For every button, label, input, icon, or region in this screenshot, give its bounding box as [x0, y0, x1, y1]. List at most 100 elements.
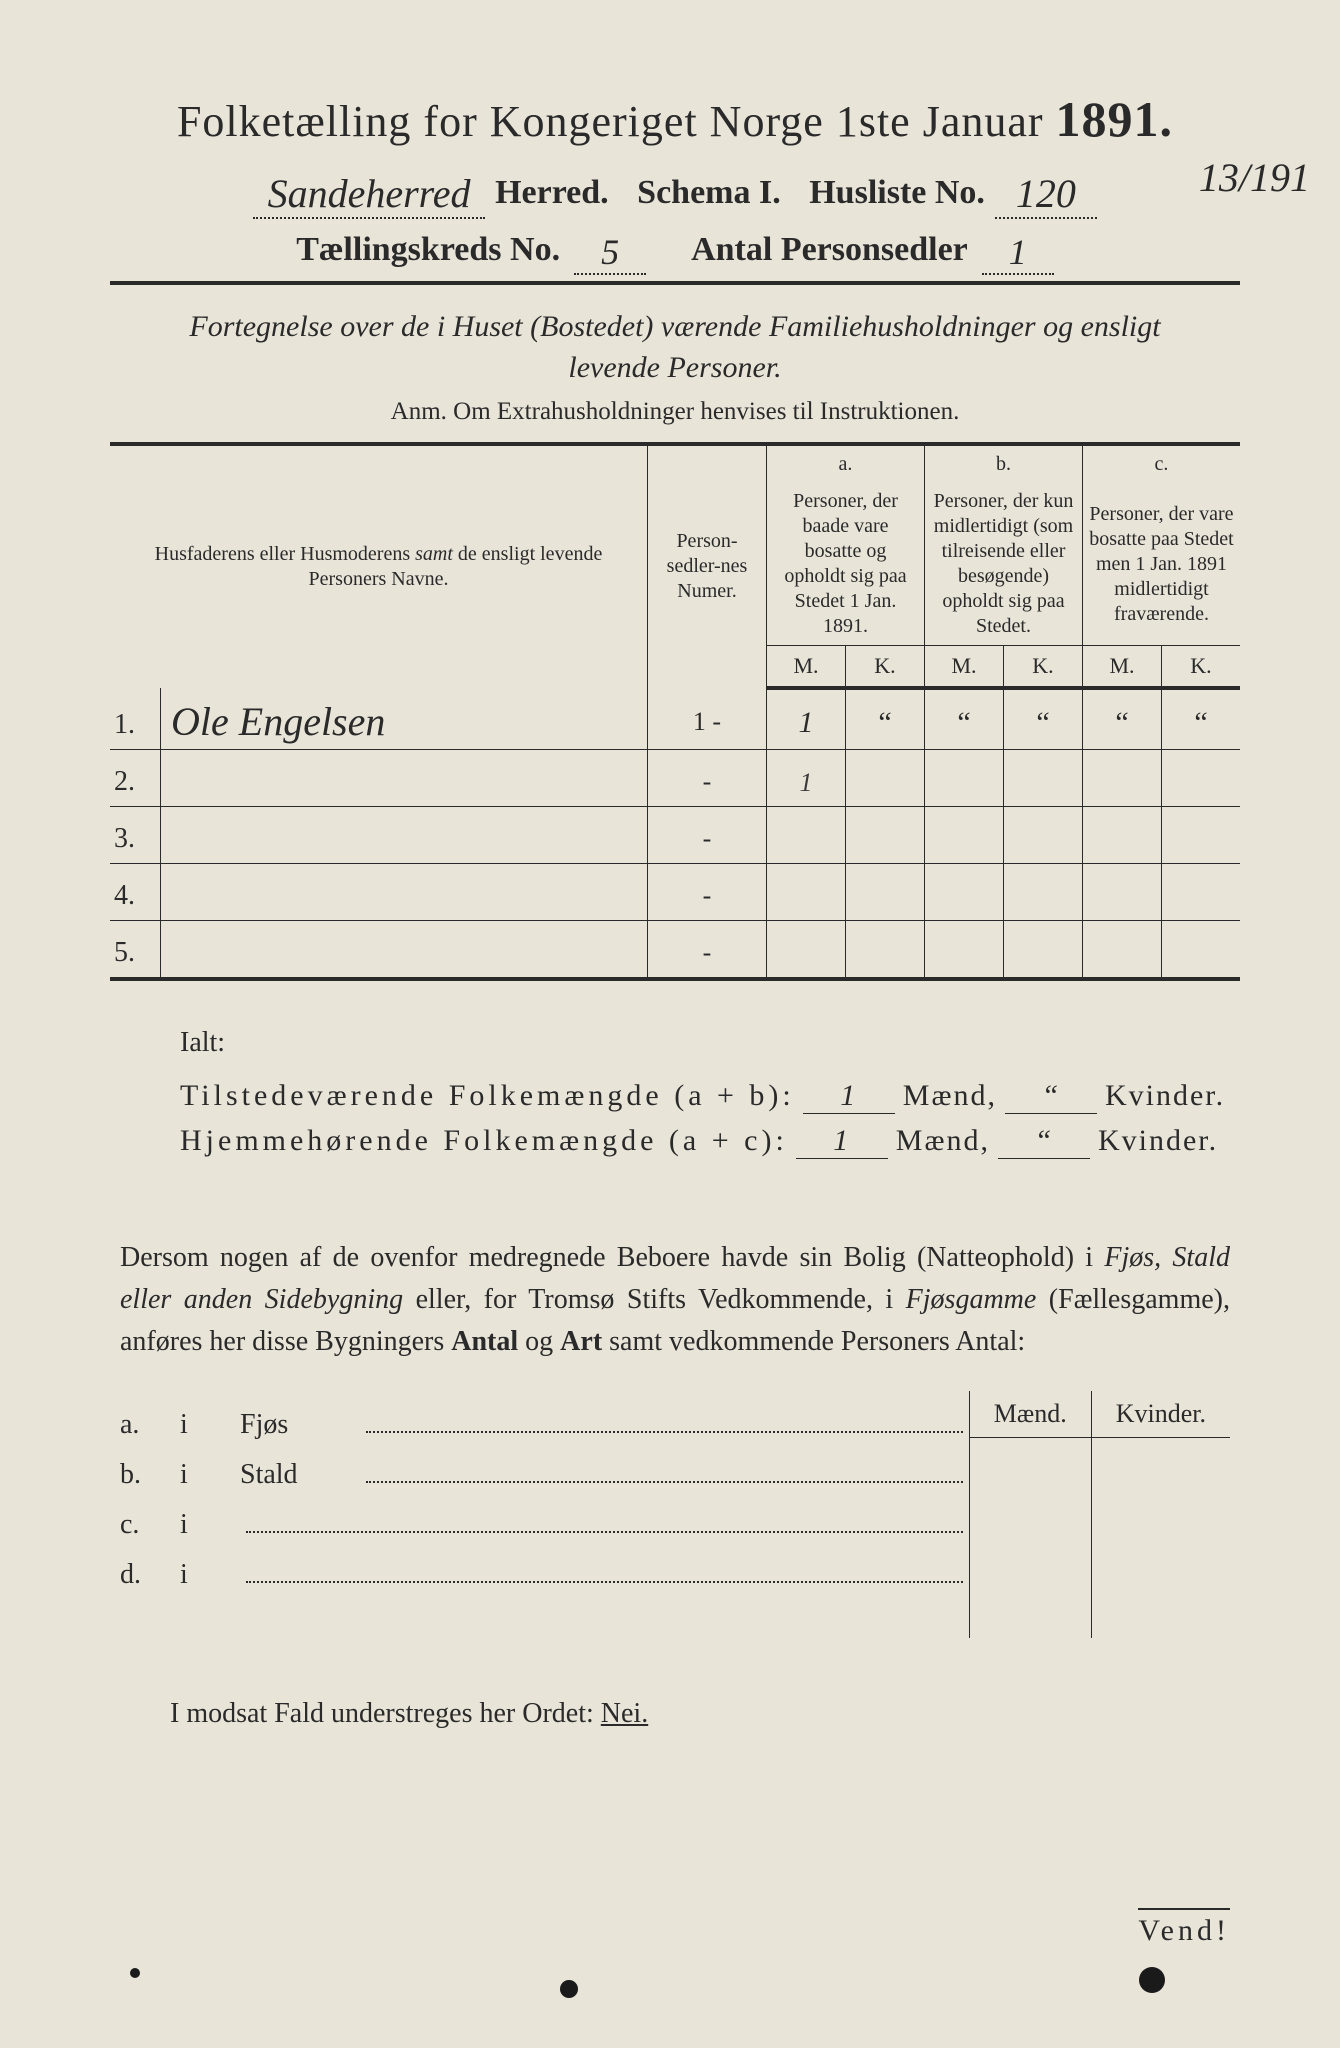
name-5 — [161, 920, 648, 979]
r2-bK — [1004, 749, 1083, 806]
dots — [246, 1503, 963, 1533]
bld-row-a: a. i Fjøs — [120, 1403, 969, 1441]
title-year: 1891. — [1056, 91, 1174, 147]
antal-value: 1 — [982, 231, 1054, 275]
ialt-2-k: “ — [998, 1124, 1090, 1159]
cell — [1091, 1488, 1230, 1538]
extra-mark: 1 — [800, 768, 813, 797]
r5-aM — [767, 920, 846, 979]
ialt-1-m: 1 — [803, 1079, 895, 1114]
r2-cM — [1083, 749, 1162, 806]
r5-bM — [925, 920, 1004, 979]
vend-label: Vend! — [1138, 1908, 1230, 1948]
bld-row-c: c. i — [120, 1503, 969, 1541]
cell — [970, 1488, 1091, 1538]
row-num: 3. — [110, 806, 161, 863]
name-1: Ole Engelsen — [171, 699, 385, 744]
r4-cM — [1083, 863, 1162, 920]
data-row-2: 2. - 1 — [110, 749, 1240, 806]
row-num: 5. — [110, 920, 161, 979]
kreds-value: 5 — [574, 231, 646, 275]
c-K: K. — [1162, 646, 1241, 688]
name-2 — [161, 749, 648, 806]
dersom-paragraph: Dersom nogen af de ovenfor medregnede Be… — [120, 1237, 1230, 1363]
cell — [970, 1588, 1091, 1638]
r4-cK — [1162, 863, 1241, 920]
kvinder-label: Kvinder. — [1105, 1079, 1225, 1113]
husliste-value: 120 — [995, 170, 1097, 219]
r5-aK — [846, 920, 925, 979]
ialt-2-m: 1 — [796, 1124, 888, 1159]
r1-aM: 1 — [767, 688, 846, 750]
header-line-2: Sandeherred Herred. Schema I. Husliste N… — [110, 166, 1240, 215]
r4-aK — [846, 863, 925, 920]
p-t2: eller, for Tromsø Stifts Vedkommende, i — [403, 1284, 906, 1315]
col-a-text: Personer, der baade vare bosatte og opho… — [767, 483, 925, 646]
row-num: 4. — [110, 863, 161, 920]
header-line-3: Tællingskreds No. 5 Antal Personsedler 1 — [110, 227, 1240, 271]
mk-table: Mænd. Kvinder. — [970, 1391, 1230, 1638]
bld-kvinder: Kvinder. — [1091, 1391, 1230, 1438]
r5-cM — [1083, 920, 1162, 979]
col-b-label: b. — [925, 444, 1083, 483]
row-num: 2. — [110, 749, 161, 806]
b-K: K. — [1004, 646, 1083, 688]
r1-aK: “ — [846, 688, 925, 750]
kvinder-label: Kvinder. — [1098, 1124, 1218, 1158]
building-section: a. i Fjøs b. i Stald c. i d. i — [120, 1391, 1230, 1638]
cell — [1091, 1437, 1230, 1488]
p-b2: Art — [560, 1326, 602, 1357]
col-c-text: Personer, der vare bosatte paa Stedet me… — [1083, 483, 1241, 646]
r2-aM: 1 — [767, 749, 846, 806]
cell — [970, 1437, 1091, 1488]
r1-cM: “ — [1083, 688, 1162, 750]
kreds-label: Tællingskreds No. — [296, 231, 560, 269]
main-title: Folketælling for Kongeriget Norge 1ste J… — [110, 90, 1240, 148]
col-a-label: a. — [767, 444, 925, 483]
margin-annotation: 13/191 — [1199, 154, 1310, 201]
bld-i: i — [180, 1559, 240, 1591]
r5-bK — [1004, 920, 1083, 979]
census-form-page: Folketælling for Kongeriget Norge 1ste J… — [0, 0, 1340, 2048]
bld-i: i — [180, 1459, 240, 1491]
pn-3: - — [648, 806, 767, 863]
ialt-line-2: Hjemmehørende Folkemængde (a + c): 1 Mæn… — [180, 1124, 1240, 1159]
bld-row-b: b. i Stald — [120, 1453, 969, 1491]
a-M: M. — [767, 646, 846, 688]
dots — [366, 1453, 963, 1483]
r3-cK — [1162, 806, 1241, 863]
inkblot-icon — [560, 1980, 578, 1998]
nei-word: Nei. — [601, 1698, 648, 1729]
r1-bK: “ — [1004, 688, 1083, 750]
schema-label: Schema I. — [637, 174, 781, 212]
r2-aK — [846, 749, 925, 806]
subtitle: Fortegnelse over de i Huset (Bostedet) v… — [150, 307, 1200, 388]
r4-bM — [925, 863, 1004, 920]
a-K: K. — [846, 646, 925, 688]
p-t1: Dersom nogen af de ovenfor medregnede Be… — [120, 1242, 1104, 1273]
name-3 — [161, 806, 648, 863]
anm-note: Anm. Om Extrahusholdninger henvises til … — [110, 398, 1240, 426]
col-b-text: Personer, der kun midlertidigt (som tilr… — [925, 483, 1083, 646]
pn-2: - — [648, 749, 767, 806]
r3-aK — [846, 806, 925, 863]
nei-pre: I modsat Fald understreges her Ordet: — [170, 1698, 601, 1729]
maend-label: Mænd, — [903, 1079, 997, 1113]
nei-line: I modsat Fald understreges her Ordet: Ne… — [170, 1698, 1230, 1730]
ialt-1-k: “ — [1005, 1079, 1097, 1114]
p-t4: og — [518, 1326, 560, 1357]
ialt-line-1: Tilstedeværende Folkemængde (a + b): 1 M… — [180, 1079, 1240, 1114]
maend-label: Mænd, — [896, 1124, 990, 1158]
ialt-label: Ialt: — [180, 1027, 1240, 1059]
dots — [246, 1553, 963, 1583]
bld-d: d. — [120, 1559, 180, 1591]
data-row-1: 1. Ole Engelsen 1 - 1 “ “ “ “ “ — [110, 688, 1240, 750]
rule-1 — [110, 281, 1240, 285]
pn-1: 1 - — [648, 688, 767, 750]
herred-label: Herred. — [495, 174, 609, 212]
data-row-3: 3. - — [110, 806, 1240, 863]
name-4 — [161, 863, 648, 920]
p-t5: samt vedkommende Personers Antal: — [602, 1326, 1025, 1357]
p-em2: Fjøsgamme — [906, 1284, 1037, 1315]
bld-row-d: d. i — [120, 1553, 969, 1591]
